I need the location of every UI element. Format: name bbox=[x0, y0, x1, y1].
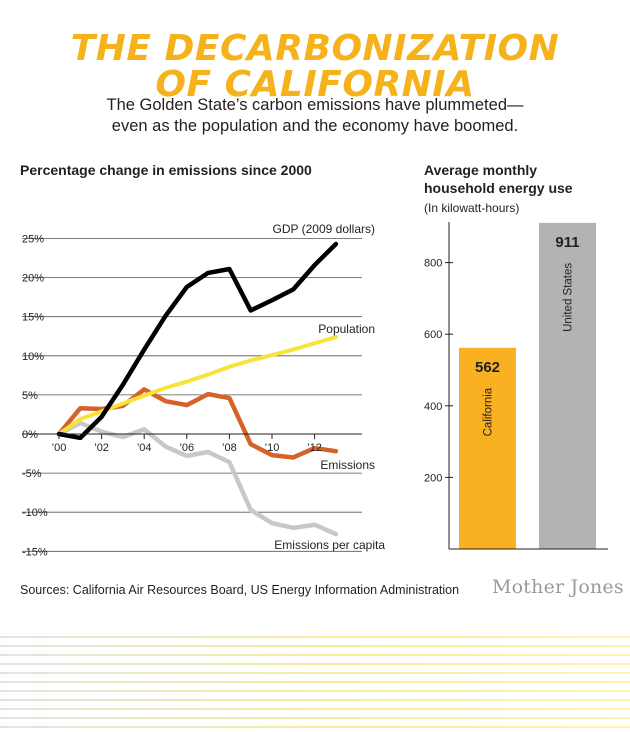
y-tick-label: -5% bbox=[22, 468, 42, 480]
x-tick-label: ’12 bbox=[307, 442, 322, 454]
stripe bbox=[0, 663, 630, 665]
subtitle-line-2: even as the population and the economy h… bbox=[111, 117, 519, 135]
series-line bbox=[56, 241, 339, 441]
x-tick-label: ’04 bbox=[137, 442, 152, 454]
bar-chart: 200 400 600 800 562 California 911 United State… bbox=[424, 222, 608, 550]
publisher-logo: Mother Jones bbox=[492, 576, 624, 598]
stripe bbox=[0, 636, 630, 638]
title-line-1: THE DECARBONIZATION bbox=[70, 28, 560, 69]
bar bbox=[459, 347, 516, 549]
y-tick-label: 400 bbox=[424, 401, 442, 413]
stripe bbox=[0, 690, 630, 692]
series-line bbox=[56, 420, 339, 537]
y-tick-label: 25% bbox=[22, 234, 44, 246]
y-tick-label: 200 bbox=[424, 472, 442, 484]
x-tick-label: ’02 bbox=[94, 442, 109, 454]
sources-note: Sources: California Air Resources Board,… bbox=[20, 583, 460, 597]
bar bbox=[539, 222, 596, 549]
subtitle-line-1: The Golden State’s carbon emissions have… bbox=[106, 96, 524, 114]
bar-value-label: 562 bbox=[475, 359, 500, 376]
stripe bbox=[0, 699, 630, 701]
y-tick-label: -15% bbox=[22, 546, 48, 558]
stripe bbox=[0, 654, 630, 656]
stripe bbox=[0, 672, 630, 674]
bar-category-label: California bbox=[483, 387, 495, 436]
stripe bbox=[0, 717, 630, 719]
bar-chart-subtitle: (In kilowatt-hours) bbox=[424, 201, 520, 215]
bar-value-label: 911 bbox=[555, 234, 579, 251]
stripe bbox=[0, 708, 630, 710]
y-tick-label: 600 bbox=[424, 329, 442, 341]
y-tick-label: 15% bbox=[22, 312, 44, 324]
series-label: Population bbox=[318, 322, 375, 336]
series-label: Emissions bbox=[320, 458, 375, 472]
y-tick-label: 800 bbox=[424, 258, 442, 270]
stripe bbox=[0, 681, 630, 683]
y-tick-label: 10% bbox=[22, 351, 44, 363]
x-tick-label: ’08 bbox=[222, 442, 237, 454]
line-chart-title: Percentage change in emissions since 200… bbox=[20, 162, 312, 178]
y-tick-label: 0% bbox=[22, 429, 38, 441]
y-tick-label: 20% bbox=[22, 273, 44, 285]
stripe bbox=[0, 645, 630, 647]
line-chart: 25% 20% 15% 10% 5% 0% -5% -10% -15% ’00 ’02 ’04 ’06 ’… bbox=[22, 222, 385, 558]
y-tick-label: 5% bbox=[22, 390, 38, 402]
series-label: GDP (2009 dollars) bbox=[273, 222, 376, 236]
y-tick-label: -10% bbox=[22, 507, 48, 519]
series-label: Emissions per capita bbox=[274, 538, 385, 552]
stripe bbox=[0, 726, 630, 728]
decorative-stripes bbox=[0, 636, 630, 728]
bar-chart-title: Average monthly household energy use bbox=[424, 162, 573, 196]
x-tick-label: ’10 bbox=[265, 442, 280, 454]
x-tick-label: ’00 bbox=[52, 442, 67, 454]
x-tick-label: ’06 bbox=[179, 442, 194, 454]
bar-category-label: United States bbox=[563, 263, 575, 332]
title-line-2: OF CALIFORNIA bbox=[155, 64, 475, 105]
